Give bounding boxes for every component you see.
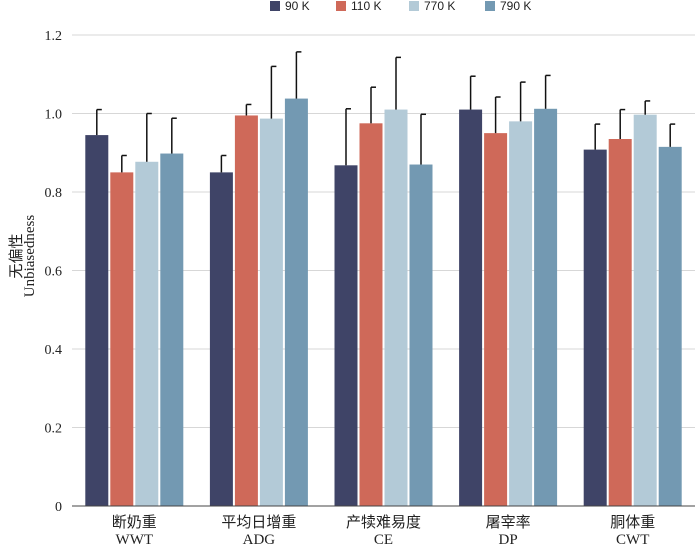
y-tick-label: 0 [55,500,62,515]
x-category-label-en: DP [499,532,518,547]
bar [509,121,533,506]
bar [608,139,632,506]
y-tick-label: 0.4 [45,343,63,358]
error-bars-group [96,51,676,173]
bar [459,109,483,506]
bar [234,115,258,507]
bar [583,149,607,507]
y-axis-label-en: Unbiasedness [22,215,38,298]
x-category-label-en: ADG [243,532,276,547]
bar [359,123,383,506]
y-tick-label: 0.2 [45,422,63,437]
legend-label: 90 K [285,0,310,13]
legend-swatch [270,1,280,11]
bar [85,135,109,506]
bar [284,98,308,507]
x-category-label-cn: 胴体重 [610,514,655,531]
y-tick-label: 1.0 [45,108,63,123]
x-category-label-cn: 屠宰率 [486,514,531,531]
bar [658,146,682,507]
x-category-label-en: WWT [116,532,153,547]
legend-label: 790 K [500,0,531,13]
y-axis-title: 无偏性 Unbiasedness [8,215,38,298]
bar [633,114,657,507]
x-category-label-cn: 平均日增重 [221,514,296,531]
legend-swatch [409,1,419,11]
x-category-label-en: CE [374,532,393,547]
legend-label: 770 K [424,0,455,13]
bar [484,133,508,506]
bar [534,108,558,506]
legend-label: 110 K [351,0,381,13]
bar [409,164,433,506]
x-category-label-en: CWT [616,532,649,547]
x-category-label-cn: 产犊难易度 [346,514,421,531]
legend-swatch [485,1,495,11]
bars-group [85,98,682,507]
legend: 90 K 110 K 770 K 790 K [270,0,531,13]
y-tick-label: 0.8 [45,186,63,201]
bar [384,109,408,506]
bar [259,118,283,506]
legend-swatch [336,1,346,11]
y-tick-label: 1.2 [45,29,63,44]
y-axis-label-cn: 无偏性 [8,233,25,278]
y-tick-labels: 0 0.2 0.4 0.6 0.8 1.0 1.2 [45,29,63,515]
bar [160,153,184,506]
y-tick-label: 0.6 [45,265,63,280]
x-category-label-cn: 断奶重 [112,514,157,531]
bar [110,172,134,506]
bar [334,165,358,506]
bar [209,172,233,506]
bar [135,161,159,506]
